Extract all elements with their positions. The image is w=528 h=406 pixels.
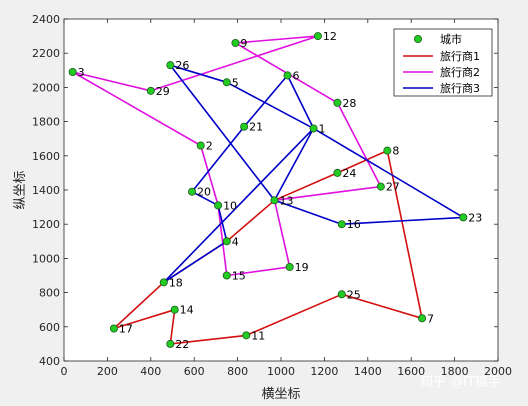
city-label-17: 17 — [119, 323, 133, 336]
city-label-5: 5 — [232, 76, 239, 89]
city-label-16: 16 — [347, 218, 361, 231]
y-tick-label: 400 — [39, 355, 60, 368]
city-point-24 — [333, 168, 342, 177]
x-axis-title: 横坐标 — [261, 387, 300, 402]
city-labels: 1234567891011121315161718192021222324252… — [78, 30, 483, 351]
city-label-26: 26 — [175, 59, 189, 72]
city-point-6 — [283, 71, 292, 80]
x-tick-label: 600 — [184, 365, 205, 378]
city-label-3: 3 — [78, 66, 85, 79]
city-point-16 — [337, 220, 346, 229]
city-point-9 — [231, 38, 240, 47]
city-point-20 — [188, 187, 197, 196]
city-label-21: 21 — [249, 121, 263, 134]
watermark: 知乎 @IT猿手 — [420, 374, 501, 390]
legend: 城市 旅行商1 旅行商2 旅行商3 — [393, 28, 493, 97]
y-tick-label: 600 — [39, 321, 60, 334]
y-axis-title: 纵坐标 — [13, 170, 28, 209]
x-tick-label: 1400 — [354, 365, 382, 378]
x-tick-label: 2000 — [484, 365, 512, 378]
city-label-6: 6 — [293, 69, 300, 82]
city-label-11: 11 — [251, 329, 265, 342]
city-label-8: 8 — [392, 145, 399, 158]
city-point-10 — [214, 201, 223, 210]
legend-series-2-label: 旅行商2 — [440, 65, 480, 79]
city-point-13 — [270, 196, 279, 205]
y-tick-label: 1400 — [32, 184, 60, 197]
city-label-22: 22 — [175, 338, 189, 351]
city-label-15: 15 — [232, 270, 246, 283]
legend-box — [393, 28, 493, 97]
city-point-14 — [170, 305, 179, 314]
y-tick-label: 2000 — [32, 81, 60, 94]
city-point-28 — [333, 98, 342, 107]
x-tick-label: 800 — [227, 365, 248, 378]
route-series-2 — [71, 35, 382, 277]
city-label-10: 10 — [223, 199, 237, 212]
city-point-29 — [146, 86, 155, 95]
city-label-28: 28 — [342, 97, 356, 110]
city-label-18: 18 — [169, 276, 183, 289]
city-point-19 — [285, 262, 294, 271]
city-point-21 — [240, 122, 249, 131]
city-point-2 — [196, 141, 205, 150]
city-label-12: 12 — [323, 30, 337, 43]
city-label-27: 27 — [386, 181, 400, 194]
city-point-4 — [222, 237, 231, 246]
city-label-13: 13 — [279, 194, 293, 207]
city-label-1: 1 — [319, 122, 326, 135]
y-tick-label: 2200 — [32, 47, 60, 60]
city-point-25 — [337, 290, 346, 299]
axis-ticks: 0 200 400 600 800 1000 1200 1400 1600 1800 2000400… — [32, 13, 512, 378]
city-point-22 — [166, 339, 175, 348]
city-label-20: 20 — [197, 186, 211, 199]
city-label-7: 7 — [427, 312, 434, 325]
city-point-8 — [383, 146, 392, 155]
city-point-3 — [68, 68, 77, 77]
y-tick-label: 800 — [39, 287, 60, 300]
city-point-17 — [109, 324, 118, 333]
city-point-5 — [222, 78, 231, 87]
city-point-26 — [166, 61, 175, 70]
legend-city-label: 城市 — [440, 32, 462, 46]
city-label-25: 25 — [347, 288, 361, 301]
city-point-15 — [222, 271, 231, 280]
city-point-18 — [159, 278, 168, 287]
city-point-7 — [418, 314, 427, 323]
city-label-23: 23 — [468, 211, 482, 224]
city-label-19: 19 — [295, 261, 309, 274]
y-tick-label: 1200 — [32, 218, 60, 231]
city-point-23 — [459, 213, 468, 222]
city-label-24: 24 — [342, 167, 356, 180]
x-tick-label: 200 — [97, 365, 118, 378]
y-tick-label: 1600 — [32, 150, 60, 163]
x-tick-label: 1800 — [441, 365, 469, 378]
city-point-11 — [242, 331, 251, 340]
y-tick-label: 1000 — [32, 252, 60, 265]
city-point-12 — [313, 32, 322, 41]
legend-series-1-label: 旅行商1 — [440, 49, 480, 63]
x-tick-label: 1200 — [310, 365, 338, 378]
city-label-2: 2 — [206, 140, 213, 153]
legend-series-3-label: 旅行商3 — [440, 81, 480, 95]
city-point-27 — [376, 182, 385, 191]
city-point-1 — [309, 124, 318, 133]
city-label-4: 4 — [232, 235, 239, 248]
city-points — [68, 32, 468, 348]
x-tick-label: 400 — [140, 365, 161, 378]
x-tick-label: 0 — [61, 365, 68, 378]
y-tick-label: 2400 — [32, 13, 60, 26]
y-tick-label: 1800 — [32, 116, 60, 129]
x-tick-label: 1600 — [397, 365, 425, 378]
city-label-29: 29 — [156, 85, 170, 98]
city-label-9: 9 — [240, 37, 247, 50]
city-label-14: 14 — [180, 304, 194, 317]
legend-city-marker — [413, 35, 422, 44]
x-tick-label: 1000 — [267, 365, 295, 378]
